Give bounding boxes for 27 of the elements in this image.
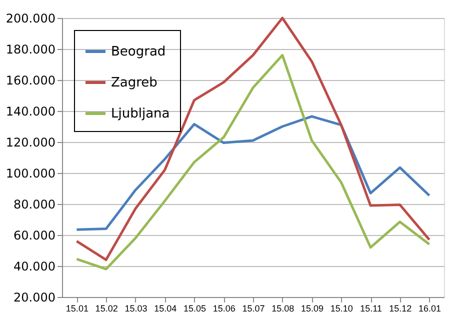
x-tick-label: 15.07 [242, 304, 265, 314]
x-tick-label: 16.01 [418, 304, 442, 314]
x-tick-label: 15.03 [124, 304, 148, 314]
x-tick-label: 15.04 [154, 304, 177, 314]
x-tick-label: 15.12 [389, 304, 412, 314]
x-tick-label: 15.09 [301, 304, 324, 314]
y-tick-label: 40.000 [14, 260, 56, 274]
x-tick-label: 15.08 [272, 304, 294, 314]
legend-label: Beograd [111, 44, 166, 60]
legend-label: Ljubljana [111, 106, 170, 122]
y-tick-label: 120.000 [6, 136, 56, 150]
x-tick-label: 15.02 [95, 304, 118, 314]
y-tick-label: 160.000 [6, 74, 56, 88]
y-tick-label: 180.000 [6, 42, 56, 56]
x-tick-label: 15.01 [66, 304, 88, 314]
y-tick-label: 140.000 [6, 104, 56, 118]
y-tick-label: 80.000 [14, 198, 56, 212]
y-tick-label: 200.000 [6, 12, 56, 26]
legend-label: Zagreb [111, 76, 158, 90]
y-tick-label: 100.000 [6, 166, 56, 180]
line-series [75, 16, 431, 262]
x-tick-label: 15.05 [183, 304, 206, 314]
x-tick-label: 15.06 [212, 304, 236, 314]
y-tick-label: 60.000 [14, 228, 56, 242]
x-tick-label: 15.10 [330, 304, 353, 314]
x-tick-label: 15.11 [360, 304, 382, 314]
y-tick-label: 20.000 [14, 290, 56, 304]
